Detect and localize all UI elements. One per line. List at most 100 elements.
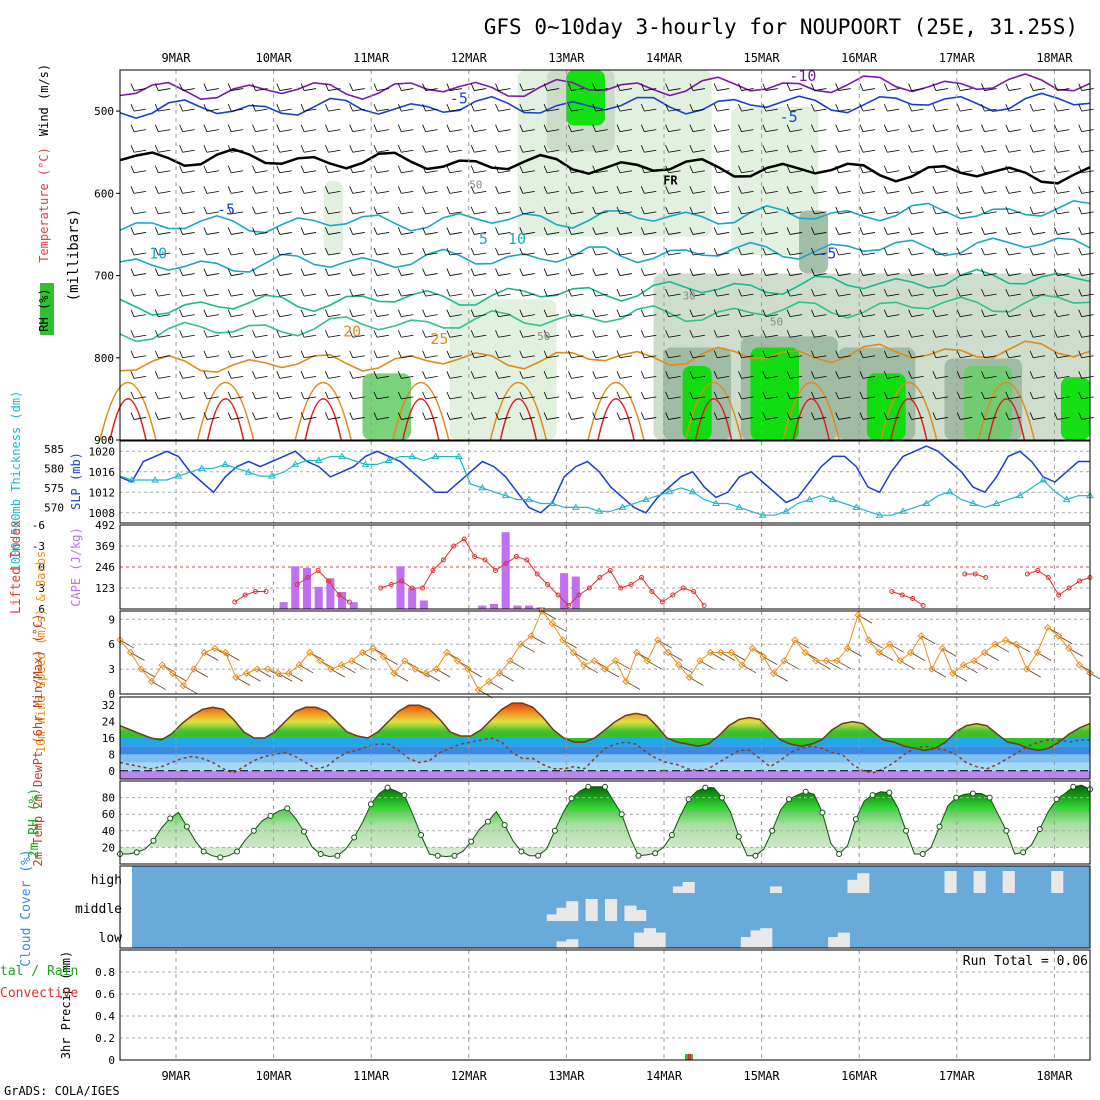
wind-barb bbox=[838, 170, 851, 174]
wind-barb bbox=[449, 88, 462, 91]
wind-speed-point bbox=[190, 665, 198, 673]
wind-barb bbox=[547, 396, 560, 400]
wind-barb bbox=[231, 252, 244, 256]
wind-barb bbox=[1081, 314, 1094, 318]
wind-barb-flag bbox=[179, 186, 183, 194]
wind-barb-flag bbox=[227, 330, 232, 338]
ylabel-rh: RH (%) bbox=[37, 288, 51, 331]
wind-barb-flag bbox=[495, 309, 499, 317]
wind-barb bbox=[790, 273, 803, 276]
wind-barb bbox=[571, 417, 584, 420]
wind-barb-flag bbox=[1078, 145, 1083, 153]
wind-barb bbox=[522, 88, 535, 91]
wind-barb-flag bbox=[325, 124, 329, 132]
warm-contour bbox=[694, 398, 733, 441]
wind-barb-flag bbox=[713, 412, 718, 420]
wind-barb-flag bbox=[373, 391, 378, 400]
li-point bbox=[972, 571, 978, 577]
thickness-point bbox=[688, 487, 697, 495]
li-line bbox=[234, 591, 266, 603]
rh-point bbox=[468, 838, 475, 845]
li-point bbox=[639, 575, 645, 580]
wind-barb bbox=[935, 190, 948, 194]
wind-barb-flag bbox=[835, 247, 840, 256]
wind-barb bbox=[960, 129, 973, 133]
wind-barb-flag bbox=[130, 247, 135, 256]
wind-barb bbox=[814, 375, 827, 379]
wind-barb-flag bbox=[154, 309, 159, 317]
wind-barb bbox=[887, 417, 900, 420]
wind-barb-flag bbox=[616, 350, 621, 358]
wind-speed-point bbox=[717, 648, 725, 657]
wind-barb-flag bbox=[373, 268, 378, 276]
wind-barb-flag bbox=[325, 83, 329, 91]
wind-barb bbox=[206, 417, 219, 420]
ylabel-wind: Wind (m/s) bbox=[37, 64, 51, 136]
wind-barb bbox=[304, 149, 317, 153]
wind-barb bbox=[1008, 149, 1021, 153]
wind-barb bbox=[255, 108, 268, 112]
wind-barb-flag bbox=[470, 268, 475, 276]
wind-barb-flag bbox=[495, 145, 499, 153]
rh-point bbox=[133, 849, 140, 856]
wind-barb-flag bbox=[300, 124, 305, 132]
wind-barb-flag bbox=[981, 330, 985, 338]
rh-point bbox=[719, 794, 726, 801]
wind-barb-flag bbox=[689, 145, 694, 153]
isotherm-line bbox=[119, 340, 1091, 374]
li-line bbox=[1027, 569, 1091, 596]
wind-barb-flag bbox=[981, 350, 985, 358]
wind-barb bbox=[279, 190, 292, 194]
wind-barb-flag bbox=[665, 371, 669, 379]
wind-barb bbox=[741, 252, 754, 256]
wind-barb-flag bbox=[1005, 83, 1010, 91]
wind-barb-flag bbox=[1029, 145, 1034, 153]
wind-barb-flag bbox=[568, 288, 572, 297]
panel-frame bbox=[119, 524, 1091, 610]
rh-point bbox=[367, 801, 374, 808]
wind-barb-flag bbox=[689, 227, 694, 235]
wind-speed-point bbox=[959, 661, 968, 669]
li-point bbox=[576, 592, 582, 598]
wind-barb-flag bbox=[1005, 227, 1010, 235]
warm-contour bbox=[987, 398, 1026, 441]
wind-barb bbox=[984, 314, 997, 318]
thickness-point bbox=[875, 511, 884, 518]
wind-barb-flag bbox=[908, 412, 912, 420]
wind-barb-flag bbox=[349, 309, 354, 317]
wind-barb-flag bbox=[932, 288, 937, 297]
wind-barb bbox=[790, 252, 803, 256]
ylabel-millibars: (millibars) bbox=[66, 209, 82, 302]
wind-barb-flag bbox=[616, 124, 621, 132]
wind-barb-flag bbox=[179, 371, 183, 379]
wind-barb-flag bbox=[252, 391, 256, 400]
wind-barb bbox=[935, 252, 948, 256]
wind-barb bbox=[522, 170, 535, 174]
wind-speed-point bbox=[1033, 648, 1041, 657]
wind-speed-point bbox=[949, 669, 957, 677]
wind-barb bbox=[619, 334, 633, 338]
wind-barb bbox=[1033, 190, 1046, 194]
wind-barb-flag bbox=[179, 83, 183, 91]
temp-contour-label: 5 bbox=[479, 230, 488, 248]
wind-barb-flag bbox=[179, 412, 183, 420]
wind-barb bbox=[862, 417, 876, 420]
wind-barb-flag bbox=[349, 247, 354, 256]
wind-barb-flag bbox=[1078, 309, 1083, 317]
wind-barb-flag bbox=[543, 103, 548, 112]
thickness-point bbox=[127, 476, 136, 483]
wind-barb-flag bbox=[397, 268, 402, 276]
wind-speed-point bbox=[126, 648, 135, 657]
cloud-frame bbox=[119, 865, 1091, 949]
date-label-top: 18MAR bbox=[1036, 51, 1073, 65]
wind-barb-flag bbox=[203, 350, 208, 358]
wind-barb-flag bbox=[227, 103, 232, 112]
wind-barb bbox=[498, 417, 511, 420]
wind-barb bbox=[887, 108, 900, 112]
li-point bbox=[482, 557, 488, 563]
wind-barb bbox=[522, 232, 535, 235]
li-point bbox=[920, 603, 926, 608]
wind-barb bbox=[425, 293, 438, 297]
thickness-point bbox=[361, 460, 370, 467]
wind-barb bbox=[304, 129, 317, 133]
